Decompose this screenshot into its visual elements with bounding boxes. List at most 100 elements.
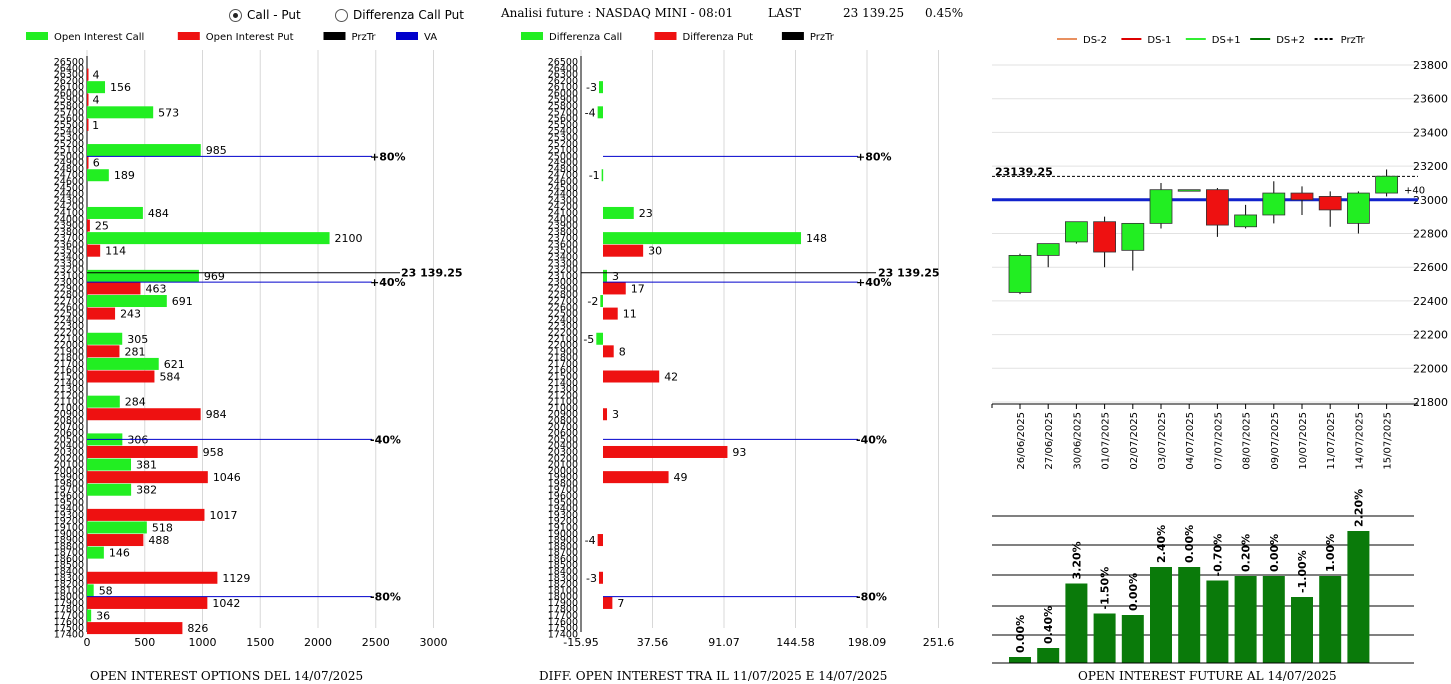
strike-label: 17500: [54, 623, 84, 634]
strike-label: 20300: [54, 447, 84, 458]
radio-unselected-icon: [335, 8, 348, 22]
va-line-label: -40%: [370, 433, 401, 446]
put-value: 984: [206, 408, 227, 421]
strike-label: 20700: [548, 422, 578, 433]
diff-put-bar: [603, 471, 669, 484]
date-label: 02/07/2025: [1129, 412, 1140, 470]
diff-call-bar: [598, 81, 603, 94]
strike-label: 21500: [548, 372, 578, 383]
strike-label: 24800: [548, 164, 578, 175]
legend-swatch-0: [521, 32, 543, 40]
strike-label: 20600: [548, 428, 578, 439]
y-tick-label: 23400: [1413, 126, 1448, 139]
candle-body: [1290, 192, 1314, 201]
radio-differenza[interactable]: Differenza Call Put: [335, 8, 464, 22]
strike-label: 18900: [54, 535, 84, 546]
strike-label: 26500: [54, 57, 84, 68]
future-bar: [1037, 648, 1060, 663]
y-tick-label: 23800: [1413, 59, 1448, 72]
x-tick-label: -15.95: [563, 636, 598, 649]
strike-label: 22900: [54, 283, 84, 294]
strike-label: 21400: [548, 378, 578, 389]
call-value: 382: [136, 484, 157, 497]
strike-label: 17500: [548, 623, 578, 634]
x-tick-label: 1500: [246, 636, 274, 649]
legend-label: PrzTr: [1341, 35, 1366, 46]
prztr-label: 23 139.25: [878, 267, 940, 280]
x-tick-label: 0: [84, 636, 91, 649]
strike-label: 19400: [54, 504, 84, 515]
call-bar: [87, 106, 154, 119]
call-bar: [87, 546, 104, 559]
prztr-label: 23139.25: [995, 165, 1053, 178]
future-bar-label: 2.20%: [1352, 489, 1365, 527]
put-value: 4: [92, 94, 99, 107]
candle-body: [1008, 255, 1032, 293]
date-label: 03/07/2025: [1157, 412, 1168, 470]
call-bar: [87, 521, 147, 534]
future-bar-label: 0.20%: [1240, 534, 1253, 572]
put-value: 25: [95, 220, 109, 233]
strike-label: 21800: [548, 353, 578, 364]
legend-label: DS-1: [1147, 35, 1171, 46]
strike-label: 23000: [54, 277, 84, 288]
strike-label: 19200: [548, 516, 578, 527]
put-bar: [87, 307, 116, 320]
put-value: 281: [124, 345, 145, 358]
call-bar: [87, 169, 109, 182]
y-tick-label: 22200: [1413, 329, 1448, 342]
strike-label: 25800: [54, 101, 84, 112]
diff-put-value: 30: [648, 245, 662, 258]
diff-put-bar: [603, 307, 618, 320]
strike-label: 24800: [54, 164, 84, 175]
strike-label: 22200: [54, 327, 84, 338]
diff-put-value: 8: [619, 345, 626, 358]
strike-label: 18800: [54, 541, 84, 552]
strike-label: 24200: [548, 202, 578, 213]
strike-label: 25600: [548, 114, 578, 125]
candle-body: [1318, 196, 1342, 211]
call-value: 381: [136, 459, 157, 472]
legend-swatch-2: [323, 32, 346, 40]
put-bar: [87, 445, 198, 458]
put-value: 826: [187, 622, 208, 635]
strike-label: 19200: [54, 516, 84, 527]
strike-label: 22500: [54, 309, 84, 320]
put-value: 6: [93, 157, 100, 170]
put-value: 958: [203, 446, 224, 459]
strike-label: 23100: [54, 271, 84, 282]
y-tick-label: 22800: [1413, 228, 1448, 241]
legend-swatch-0: [26, 32, 48, 40]
strike-label: 20200: [54, 453, 84, 464]
diff-call-value: -3: [586, 81, 597, 94]
strike-label: 21700: [54, 359, 84, 370]
radio-call-put-label: Call - Put: [247, 8, 301, 22]
call-bar: [87, 295, 167, 308]
strike-label: 18700: [54, 548, 84, 559]
radio-selected-icon: [229, 8, 242, 22]
call-value: 36: [96, 610, 110, 623]
diff-put-value: 49: [674, 471, 688, 484]
strike-label: 18100: [548, 585, 578, 596]
strike-label: 23200: [548, 265, 578, 276]
radio-call-put[interactable]: Call - Put: [229, 8, 301, 22]
strike-label: 18400: [54, 566, 84, 577]
diff-put-bar: [603, 370, 660, 383]
strike-label: 19000: [54, 529, 84, 540]
legend-label: DS+1: [1212, 35, 1241, 46]
x-tick-label: 144.58: [776, 636, 815, 649]
strike-label: 26400: [548, 63, 578, 74]
diff-call-value: -2: [587, 295, 598, 308]
last-value: 23 139.25: [843, 6, 905, 20]
strike-label: 23800: [54, 227, 84, 238]
strike-label: 24100: [548, 208, 578, 219]
strike-label: 22700: [54, 296, 84, 307]
call-value: 573: [158, 106, 179, 119]
strike-label: 18300: [548, 573, 578, 584]
future-bar-label: 2.40%: [1155, 525, 1168, 563]
strike-label: 18100: [54, 585, 84, 596]
strike-label: 21900: [54, 346, 84, 357]
strike-label: 18000: [548, 592, 578, 603]
strike-label: 25600: [54, 114, 84, 125]
